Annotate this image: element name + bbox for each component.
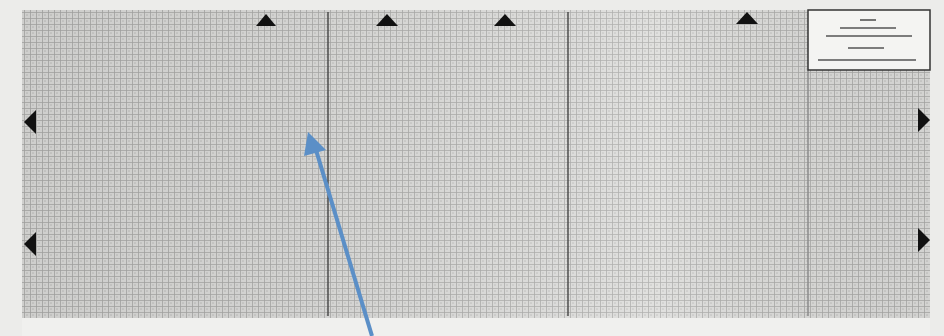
sheet-margin xyxy=(22,318,930,336)
label-box xyxy=(808,10,930,70)
label-panel xyxy=(808,10,930,70)
sheet-shading xyxy=(22,10,930,318)
photo xyxy=(0,0,944,336)
